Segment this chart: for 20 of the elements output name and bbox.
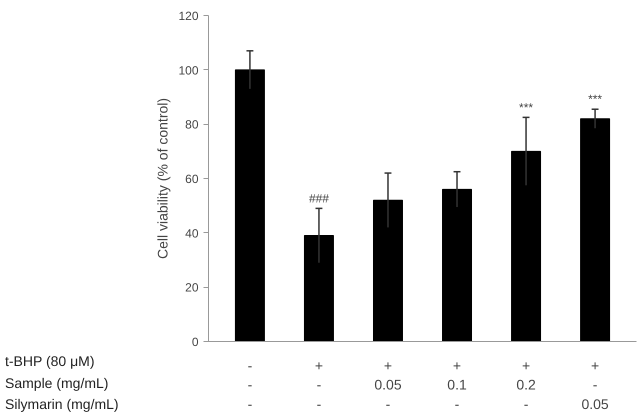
x-tick-label: + - 0.05 [581,358,609,412]
text: Silymarin (mg/mL) [5,395,119,414]
y-tick-label: 40 [185,226,199,240]
annotation: ### [308,191,330,206]
text: Sample (mg/mL) [5,374,110,393]
text: t-BHP (80 μM) [5,352,96,371]
y-tick-label: 60 [185,172,199,186]
x-tick-label: + - - [314,358,324,412]
x-tick-label: - - - [248,358,253,412]
annotation: *** [588,92,602,106]
y-tick-label: 100 [178,63,199,78]
y-tick-label: 80 [185,118,199,132]
y-tick-label: 0 [192,335,199,349]
x-tick-label: + 0.2 - [516,358,536,412]
x-tick-label: + 0.05 - [374,358,402,412]
annotation: *** [519,100,534,114]
y-axis-title: Cell viability (% of control) [154,98,170,260]
x-tick-label: + 0.1 - [447,358,467,412]
y-tick-label: 20 [185,280,199,295]
y-tick-label: 120 [178,9,199,23]
